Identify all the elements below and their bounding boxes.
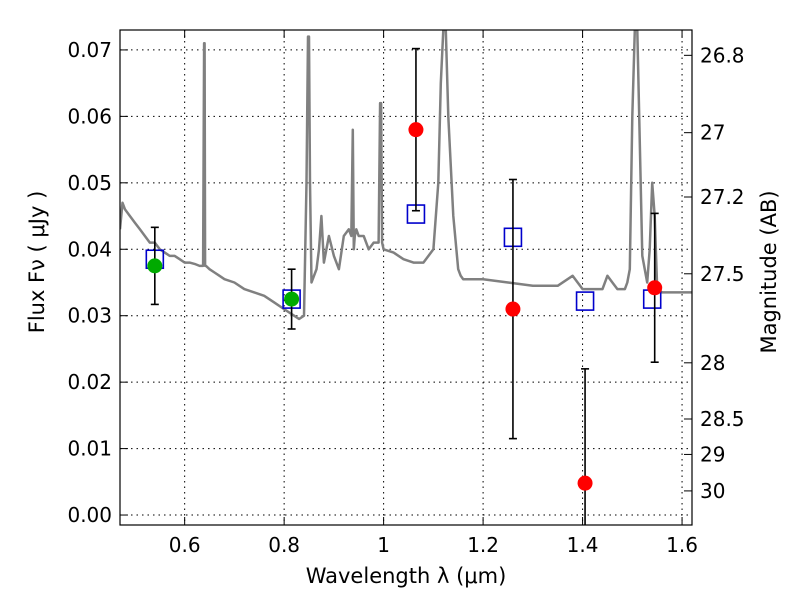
y-tick-label: 0.04: [67, 237, 112, 261]
observed-point: [647, 280, 663, 296]
mag-tick-label: 27.5: [700, 262, 745, 286]
mag-tick-label: 27.2: [700, 185, 745, 209]
mag-tick-label: 30: [700, 479, 725, 503]
observed-point: [505, 301, 521, 317]
mag-tick-label: 26.8: [700, 43, 745, 67]
x-axis-label: Wavelength λ (μm): [306, 564, 507, 588]
y-tick-label: 0.02: [67, 370, 112, 394]
x-tick-label: 0.8: [268, 533, 300, 557]
y-tick-label: 0.01: [67, 437, 112, 461]
mag-tick-label: 28: [700, 351, 725, 375]
observed-point: [147, 258, 163, 274]
plot-frame: [119, 29, 693, 526]
spectrum-line: [120, 30, 692, 321]
y-tick-label: 0.05: [67, 171, 112, 195]
y-tick-label: 0.03: [67, 304, 112, 328]
mag-tick-label: 29: [700, 442, 725, 466]
observed-point: [577, 475, 593, 491]
grid: [120, 30, 692, 525]
ticks: 0.6 0.8 1 1.2 1.4 1.6 0.00 0.01 0.02 0.03 0.04 0.05…: [67, 30, 745, 557]
y-tick-label: 0.07: [67, 38, 112, 62]
x-tick-label: 0.6: [169, 533, 201, 557]
y-axis-right-label: Magnitude (AB): [757, 190, 781, 353]
observed-point: [284, 291, 300, 307]
mag-tick-label: 28.5: [700, 407, 745, 431]
x-tick-label: 1.6: [666, 533, 698, 557]
x-tick-label: 1.2: [467, 533, 499, 557]
y-axis-label: Flux Fν ( μJy ): [25, 191, 49, 334]
x-tick-label: 1.4: [567, 533, 599, 557]
y-tick-label: 0.00: [67, 503, 112, 527]
observed-point: [408, 122, 424, 138]
mag-tick-label: 27: [700, 121, 725, 145]
model-photometry-square: [575, 291, 595, 311]
x-tick-label: 1: [377, 533, 390, 557]
plot-background: [120, 30, 692, 525]
errorbar-layer: [147, 47, 663, 525]
y-tick-label: 0.06: [67, 104, 112, 128]
